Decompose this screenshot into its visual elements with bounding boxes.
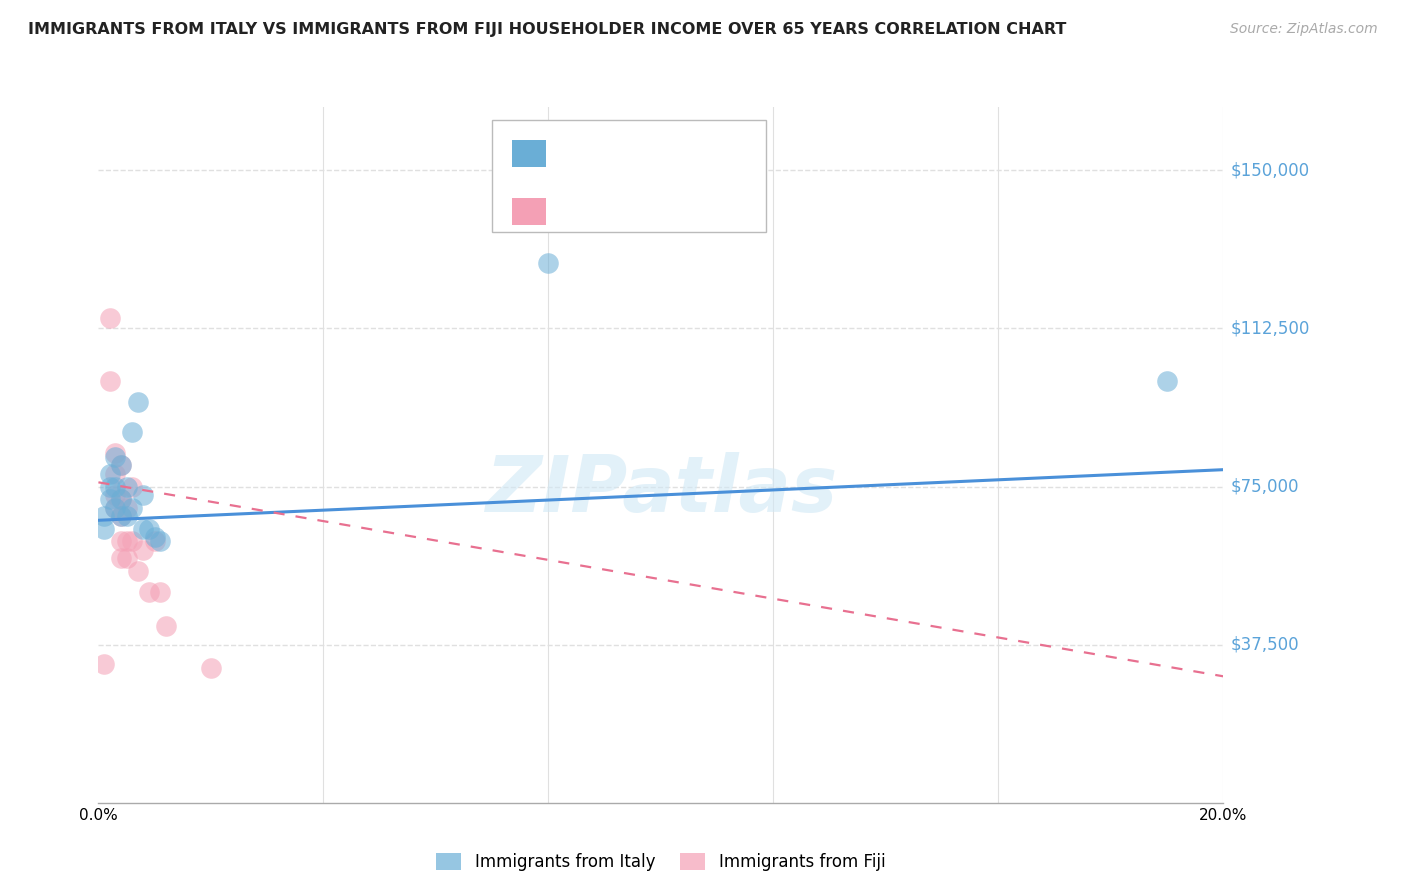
Point: [537, 256, 560, 270]
Point: [110, 509, 132, 524]
Point: [93, 509, 115, 524]
Point: [110, 551, 132, 566]
Text: $112,500: $112,500: [1230, 319, 1309, 337]
Point: [98, 374, 121, 388]
Point: [121, 534, 143, 549]
Point: [121, 425, 143, 439]
Point: [143, 534, 166, 549]
Point: [115, 551, 138, 566]
Point: [115, 500, 138, 515]
Point: [104, 479, 127, 493]
Text: $37,500: $37,500: [1230, 636, 1299, 654]
Point: [132, 522, 155, 536]
Point: [115, 534, 138, 549]
Point: [98, 479, 121, 493]
Point: [115, 479, 138, 493]
Point: [200, 661, 222, 675]
Text: R = -0.118   N = 24: R = -0.118 N = 24: [553, 202, 730, 220]
Point: [104, 446, 127, 460]
Text: ZIPatlas: ZIPatlas: [485, 451, 837, 528]
Point: [127, 395, 149, 409]
Point: [110, 509, 132, 524]
Point: [104, 467, 127, 481]
Point: [155, 618, 177, 632]
Point: [93, 522, 115, 536]
Point: [98, 492, 121, 507]
Point: [104, 500, 127, 515]
Point: [110, 492, 132, 507]
Point: [149, 585, 172, 599]
Point: [127, 564, 149, 578]
Text: $75,000: $75,000: [1230, 477, 1299, 496]
Point: [121, 500, 143, 515]
Legend: Immigrants from Italy, Immigrants from Fiji: Immigrants from Italy, Immigrants from F…: [430, 847, 891, 878]
Point: [110, 534, 132, 549]
Point: [121, 479, 143, 493]
Point: [98, 467, 121, 481]
Point: [110, 458, 132, 473]
Point: [104, 450, 127, 464]
Point: [110, 458, 132, 473]
Point: [104, 488, 127, 502]
Text: R =  0.175   N = 23: R = 0.175 N = 23: [553, 145, 728, 162]
Point: [104, 500, 127, 515]
Point: [132, 542, 155, 557]
Point: [1156, 374, 1178, 388]
Point: [98, 310, 121, 325]
Point: [143, 530, 166, 544]
Text: IMMIGRANTS FROM ITALY VS IMMIGRANTS FROM FIJI HOUSEHOLDER INCOME OVER 65 YEARS C: IMMIGRANTS FROM ITALY VS IMMIGRANTS FROM…: [28, 22, 1067, 37]
Point: [132, 488, 155, 502]
Point: [110, 492, 132, 507]
Point: [138, 522, 160, 536]
Text: Source: ZipAtlas.com: Source: ZipAtlas.com: [1230, 22, 1378, 37]
Point: [138, 585, 160, 599]
Text: $150,000: $150,000: [1230, 161, 1309, 179]
Point: [149, 534, 172, 549]
Point: [93, 657, 115, 671]
Point: [115, 509, 138, 524]
